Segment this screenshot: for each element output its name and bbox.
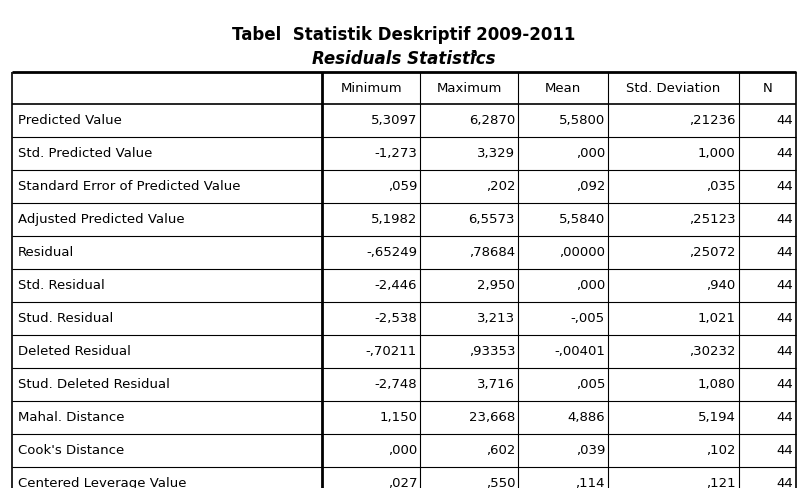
Text: -1,273: -1,273 — [374, 147, 417, 160]
Text: Tabel  Statistik Deskriptif 2009-2011: Tabel Statistik Deskriptif 2009-2011 — [233, 26, 575, 44]
Text: ,005: ,005 — [575, 378, 605, 391]
Text: ,027: ,027 — [388, 477, 417, 488]
Text: Mahal. Distance: Mahal. Distance — [18, 411, 124, 424]
Text: 44: 44 — [776, 114, 793, 127]
Text: 2,950: 2,950 — [478, 279, 516, 292]
Text: 44: 44 — [776, 246, 793, 259]
Text: Residuals Statistics: Residuals Statistics — [312, 50, 496, 68]
Text: 3,213: 3,213 — [477, 312, 516, 325]
Text: 44: 44 — [776, 312, 793, 325]
Text: -,65249: -,65249 — [366, 246, 417, 259]
Text: ,940: ,940 — [706, 279, 735, 292]
Text: ,21236: ,21236 — [689, 114, 735, 127]
Text: ,25123: ,25123 — [689, 213, 735, 226]
Text: ,78684: ,78684 — [469, 246, 516, 259]
Text: ,550: ,550 — [486, 477, 516, 488]
Text: ,039: ,039 — [575, 444, 605, 457]
Text: Predicted Value: Predicted Value — [18, 114, 121, 127]
Text: Stud. Residual: Stud. Residual — [18, 312, 113, 325]
Text: ,000: ,000 — [575, 147, 605, 160]
Text: Standard Error of Predicted Value: Standard Error of Predicted Value — [18, 180, 240, 193]
Text: 1,150: 1,150 — [379, 411, 417, 424]
Text: Residual: Residual — [18, 246, 74, 259]
Text: Adjusted Predicted Value: Adjusted Predicted Value — [18, 213, 184, 226]
Text: 1,080: 1,080 — [698, 378, 735, 391]
Text: Std. Residual: Std. Residual — [18, 279, 104, 292]
Text: Cook's Distance: Cook's Distance — [18, 444, 124, 457]
Text: ,000: ,000 — [388, 444, 417, 457]
Text: -2,748: -2,748 — [374, 378, 417, 391]
Text: 6,2870: 6,2870 — [469, 114, 516, 127]
Text: ,035: ,035 — [706, 180, 735, 193]
Text: ,25072: ,25072 — [689, 246, 735, 259]
Text: Std. Deviation: Std. Deviation — [626, 81, 721, 95]
Text: -,005: -,005 — [570, 312, 605, 325]
Text: N: N — [763, 81, 772, 95]
Text: Stud. Deleted Residual: Stud. Deleted Residual — [18, 378, 170, 391]
Text: ,93353: ,93353 — [469, 345, 516, 358]
Text: 3,329: 3,329 — [477, 147, 516, 160]
Text: Mean: Mean — [545, 81, 582, 95]
Text: 1,021: 1,021 — [697, 312, 735, 325]
Text: ,00000: ,00000 — [559, 246, 605, 259]
Text: ,092: ,092 — [575, 180, 605, 193]
Text: 44: 44 — [776, 411, 793, 424]
Text: ,000: ,000 — [575, 279, 605, 292]
Text: -2,446: -2,446 — [375, 279, 417, 292]
Text: -,00401: -,00401 — [554, 345, 605, 358]
Text: ,059: ,059 — [388, 180, 417, 193]
Text: 4,886: 4,886 — [567, 411, 605, 424]
Text: 44: 44 — [776, 180, 793, 193]
Text: 5,5800: 5,5800 — [558, 114, 605, 127]
Text: 44: 44 — [776, 477, 793, 488]
Text: a: a — [470, 47, 477, 58]
Text: Deleted Residual: Deleted Residual — [18, 345, 131, 358]
Text: -,70211: -,70211 — [366, 345, 417, 358]
Text: Maximum: Maximum — [436, 81, 502, 95]
Text: 1,000: 1,000 — [698, 147, 735, 160]
Text: 6,5573: 6,5573 — [469, 213, 516, 226]
Text: -2,538: -2,538 — [374, 312, 417, 325]
Text: 44: 44 — [776, 147, 793, 160]
Text: ,102: ,102 — [706, 444, 735, 457]
Text: ,114: ,114 — [575, 477, 605, 488]
Text: 5,5840: 5,5840 — [558, 213, 605, 226]
Text: 3,716: 3,716 — [477, 378, 516, 391]
Text: 44: 44 — [776, 279, 793, 292]
Text: Minimum: Minimum — [340, 81, 402, 95]
Text: 23,668: 23,668 — [469, 411, 516, 424]
Text: ,121: ,121 — [706, 477, 735, 488]
Text: 44: 44 — [776, 345, 793, 358]
Text: Centered Leverage Value: Centered Leverage Value — [18, 477, 186, 488]
Text: 5,1982: 5,1982 — [371, 213, 417, 226]
Text: 44: 44 — [776, 213, 793, 226]
Text: 44: 44 — [776, 378, 793, 391]
Text: 5,194: 5,194 — [698, 411, 735, 424]
Text: ,602: ,602 — [486, 444, 516, 457]
Text: ,30232: ,30232 — [689, 345, 735, 358]
Text: 44: 44 — [776, 444, 793, 457]
Text: 5,3097: 5,3097 — [371, 114, 417, 127]
Text: Std. Predicted Value: Std. Predicted Value — [18, 147, 152, 160]
Text: ,202: ,202 — [486, 180, 516, 193]
